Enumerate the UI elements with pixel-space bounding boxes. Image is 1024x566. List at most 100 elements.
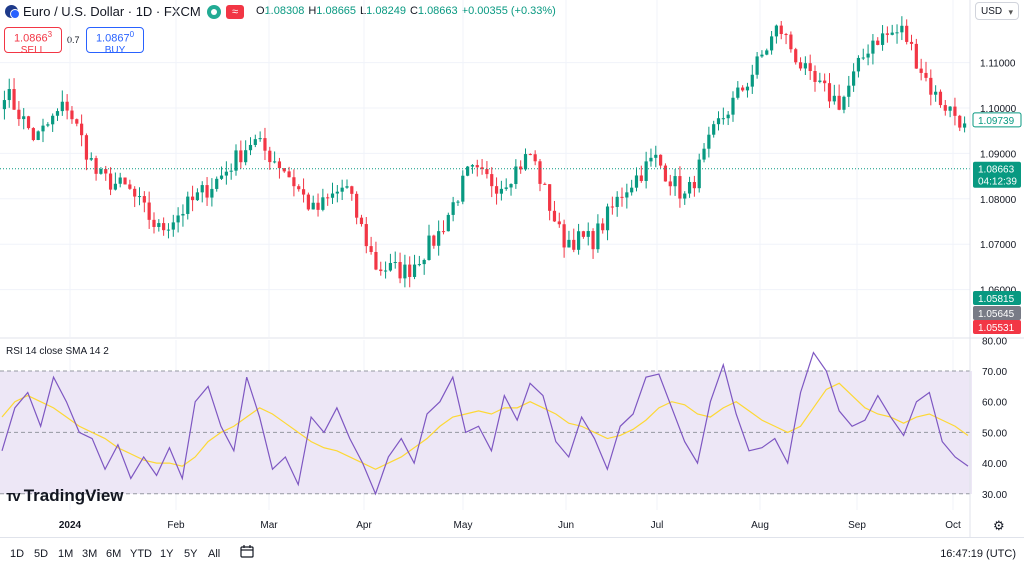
candle <box>412 254 417 280</box>
candle <box>659 154 663 169</box>
candle <box>26 115 31 130</box>
candle <box>519 160 523 174</box>
settings-icon[interactable]: ⚙ <box>993 518 1005 533</box>
countdown-text: 04:12:39 <box>978 177 1017 188</box>
candle <box>263 127 267 161</box>
candle <box>137 187 142 206</box>
range-button-5y[interactable]: 5Y <box>184 548 198 560</box>
candle <box>108 167 113 196</box>
candle <box>697 153 701 193</box>
candle <box>215 176 219 192</box>
candle <box>668 174 672 196</box>
currency-dropdown[interactable]: USD <box>975 2 1019 21</box>
candle <box>808 54 812 80</box>
sell-button[interactable]: 1.08663 SELL <box>4 27 62 56</box>
candle <box>17 101 21 126</box>
candle <box>538 159 542 192</box>
ohlc-value: 1.08249 <box>366 5 406 17</box>
buy-button[interactable]: 1.08670 BUY <box>86 27 144 56</box>
candle <box>244 140 248 166</box>
sell-label: SELL <box>20 44 46 56</box>
candle <box>287 166 291 178</box>
candle <box>282 168 286 173</box>
range-button-ytd[interactable]: YTD <box>130 548 152 560</box>
rsi-legend[interactable]: RSI 14 close SMA 14 2 <box>6 346 109 357</box>
rsi-line <box>1 351 969 496</box>
candle <box>953 97 957 126</box>
candle <box>673 168 677 196</box>
candle <box>398 252 402 284</box>
candle <box>634 167 639 192</box>
wave-icon[interactable]: ≈ <box>226 5 244 19</box>
candle <box>273 151 277 164</box>
candle <box>837 84 841 111</box>
candle <box>301 178 306 203</box>
candle <box>321 188 325 212</box>
tradingview-logo[interactable]: ᴛᴠ TradingView <box>6 486 124 506</box>
candle <box>171 214 175 237</box>
range-button-5d[interactable]: 5D <box>34 548 49 560</box>
candle <box>253 134 257 148</box>
range-button-all[interactable]: All <box>208 548 221 560</box>
candle <box>166 223 171 239</box>
candle <box>176 207 180 233</box>
candle <box>113 172 117 191</box>
rsi-ma-line <box>1 382 969 470</box>
candle <box>731 91 735 122</box>
candle <box>726 111 730 126</box>
candle <box>268 146 272 170</box>
candle <box>186 191 190 220</box>
candle <box>576 223 581 255</box>
time-tick-label: Oct <box>945 520 961 531</box>
candle <box>311 195 315 210</box>
candle <box>417 255 421 267</box>
candle <box>895 24 899 44</box>
candle <box>572 228 576 253</box>
candle <box>461 170 465 205</box>
candle <box>162 217 166 236</box>
calendar-icon[interactable] <box>240 545 254 558</box>
candle <box>755 52 759 79</box>
candle <box>504 178 508 191</box>
range-button-1m[interactable]: 1M <box>58 548 74 560</box>
candle <box>644 151 648 189</box>
candle <box>625 183 629 209</box>
price-label: 1.05531 <box>973 320 1021 334</box>
candle <box>832 84 836 105</box>
candle <box>316 193 320 217</box>
candle <box>852 63 856 92</box>
candle <box>75 118 79 127</box>
symbol-title[interactable]: Euro / U.S. Dollar · 1D · FXCM <box>23 4 201 19</box>
time-tick-label: Feb <box>167 520 185 531</box>
candle <box>330 182 335 204</box>
candle <box>364 217 368 254</box>
candle <box>456 200 460 206</box>
candle <box>523 148 528 171</box>
candle <box>630 179 634 196</box>
currency-flag-icon <box>5 5 20 19</box>
market-open-icon[interactable] <box>207 5 221 19</box>
candle <box>533 150 537 166</box>
candle <box>437 220 441 256</box>
ohlc-value: +0.00355 (+0.33%) <box>461 5 556 17</box>
candle <box>567 230 571 248</box>
time-tick-label: Aug <box>751 520 769 531</box>
candle <box>485 161 489 179</box>
candle <box>885 26 889 43</box>
range-button-1y[interactable]: 1Y <box>160 548 174 560</box>
candle <box>909 34 914 51</box>
candle <box>943 100 947 116</box>
candle <box>408 256 412 288</box>
range-button-6m[interactable]: 6M <box>106 548 122 560</box>
candle <box>962 116 967 133</box>
utc-clock[interactable]: 16:47:19 (UTC) <box>940 548 1016 560</box>
candle <box>12 78 16 110</box>
time-tick-label: 2024 <box>59 520 82 531</box>
candle <box>528 153 532 156</box>
candle <box>934 85 938 102</box>
price-chart[interactable]: 1.110001.100001.090001.080001.070001.060… <box>0 0 1024 537</box>
rsi-tick-label: 80.00 <box>982 336 1007 347</box>
range-button-3m[interactable]: 3M <box>82 548 98 560</box>
candle <box>104 165 108 181</box>
range-button-1d[interactable]: 1D <box>10 548 25 560</box>
